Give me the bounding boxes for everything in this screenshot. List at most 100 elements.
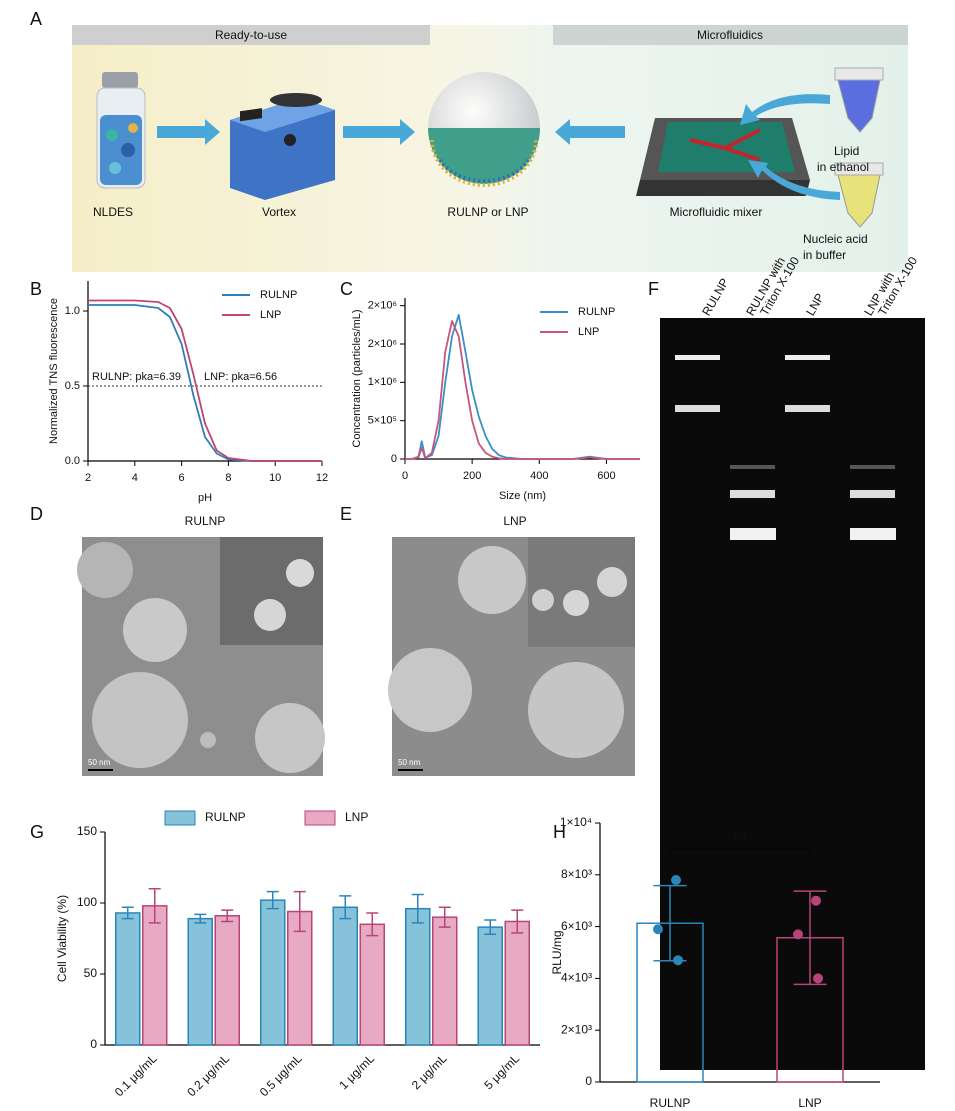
diagram-label: Vortex xyxy=(262,205,296,219)
x-tick-label: 0 xyxy=(402,470,408,482)
y-tick-label: 0 xyxy=(90,1037,97,1051)
error-bar xyxy=(293,890,306,933)
x-tick-label: 4 xyxy=(132,472,138,484)
legend-swatch xyxy=(164,810,196,826)
bar xyxy=(432,916,458,1046)
error-bar xyxy=(339,895,352,920)
x-tick-label: 8 xyxy=(225,472,231,484)
x-tick-label: 0.2 μg/mL xyxy=(184,1051,232,1099)
panel-label: A xyxy=(30,9,42,29)
y-tick-label: 2×10⁶ xyxy=(368,338,397,350)
x-tick-label: 10 xyxy=(269,472,281,484)
vial-icon xyxy=(96,72,146,189)
x-tick-label: 0.1 μg/mL xyxy=(112,1051,160,1099)
panel-label: B xyxy=(30,279,42,299)
x-tick-label: 2 μg/mL xyxy=(409,1051,450,1092)
bar xyxy=(477,926,503,1046)
bar xyxy=(260,899,286,1046)
lane-label: RULNP xyxy=(699,276,731,318)
chip-icon xyxy=(636,118,810,196)
x-tick-label: RULNP xyxy=(650,1096,691,1110)
error-bar xyxy=(411,893,424,924)
error-bar xyxy=(221,909,234,923)
image-title: LNP xyxy=(503,514,526,528)
y-tick-label: 1×10⁶ xyxy=(368,376,397,388)
y-tick-label: 2×10⁶ xyxy=(368,300,397,312)
vortex-icon xyxy=(230,93,335,200)
diagram-label: RULNP or LNP xyxy=(447,205,528,219)
header-bar xyxy=(553,25,908,45)
y-tick-label: 4×10³ xyxy=(561,971,592,985)
x-tick-label: 0.5 μg/mL xyxy=(257,1051,305,1099)
legend-label: RULNP xyxy=(205,810,246,824)
bar xyxy=(504,920,530,1046)
error-bar xyxy=(121,906,134,920)
x-axis-label: Size (nm) xyxy=(499,490,546,502)
data-point xyxy=(811,895,821,906)
y-tick-label: 0 xyxy=(391,453,397,465)
legend-label: RULNP xyxy=(578,306,615,318)
bar xyxy=(187,917,213,1046)
panel-label: G xyxy=(30,822,44,842)
data-point xyxy=(673,955,683,966)
panel-a: Ready-to-use Microfluidics xyxy=(72,25,908,272)
panel-label: C xyxy=(340,279,353,299)
nanoparticle-icon xyxy=(428,72,540,187)
gel: RULNP RULNP with Triton X-100 LNP LNP wi… xyxy=(660,254,925,1070)
panel-label: D xyxy=(30,504,43,524)
data-line xyxy=(405,320,640,460)
tube-icons xyxy=(834,67,884,228)
data-point xyxy=(653,924,663,935)
header-bar xyxy=(72,25,430,45)
y-tick-label: 1.0 xyxy=(65,305,80,317)
arrows xyxy=(157,94,840,200)
y-axis-label: Normalized TNS fluorescence xyxy=(48,298,60,444)
bar xyxy=(359,923,385,1046)
header: Ready-to-use xyxy=(215,28,287,42)
data-line xyxy=(88,304,322,462)
data-point xyxy=(671,874,681,885)
y-tick-label: 2×10³ xyxy=(561,1022,592,1036)
x-tick-label: 6 xyxy=(179,472,185,484)
error-bar xyxy=(511,909,524,934)
gel-image xyxy=(660,318,925,1070)
y-axis-label: Concentration (particles/mL) xyxy=(351,309,363,447)
legend-label: LNP xyxy=(260,309,281,321)
data-line xyxy=(88,299,322,462)
lane-label: LNP xyxy=(803,291,827,318)
image-title: RULNP xyxy=(185,514,226,528)
bar xyxy=(115,912,141,1046)
panel-label: F xyxy=(648,279,659,299)
panel-label: E xyxy=(340,504,352,524)
legend-label: RULNP xyxy=(260,289,297,301)
bar xyxy=(142,905,168,1046)
tube-label: Lipid xyxy=(834,144,859,158)
data-point xyxy=(793,929,803,940)
header: Microfluidics xyxy=(697,28,763,42)
x-tick-label: 600 xyxy=(597,470,615,482)
significance-label: ns xyxy=(734,829,747,843)
x-tick-label: 400 xyxy=(530,470,548,482)
legend-swatch xyxy=(304,810,336,826)
y-tick-label: 0.0 xyxy=(65,455,80,467)
y-tick-label: 0 xyxy=(585,1074,592,1088)
y-tick-label: 5×10⁵ xyxy=(368,415,397,427)
y-axis-label: Cell Viability (%) xyxy=(55,895,69,982)
legend-label: LNP xyxy=(578,326,599,338)
tem-images: RULNP LNP 50 nm 50 nm xyxy=(77,514,635,776)
annotation: RULNP: pka=6.39 xyxy=(92,371,181,383)
y-tick-label: 6×10³ xyxy=(561,919,592,933)
bar xyxy=(332,906,358,1046)
tube-label: in buffer xyxy=(803,248,846,262)
x-tick-label: 12 xyxy=(316,472,328,484)
error-bar xyxy=(148,888,161,924)
x-axis-label: pH xyxy=(198,492,212,504)
y-tick-label: 150 xyxy=(77,824,97,838)
diagram-label: NLDES xyxy=(93,205,133,219)
data-line xyxy=(405,313,640,460)
bar xyxy=(214,915,240,1046)
error-bar xyxy=(194,913,207,924)
y-tick-label: 8×10³ xyxy=(561,867,592,881)
y-axis-label: RLU/mg xyxy=(550,930,564,974)
